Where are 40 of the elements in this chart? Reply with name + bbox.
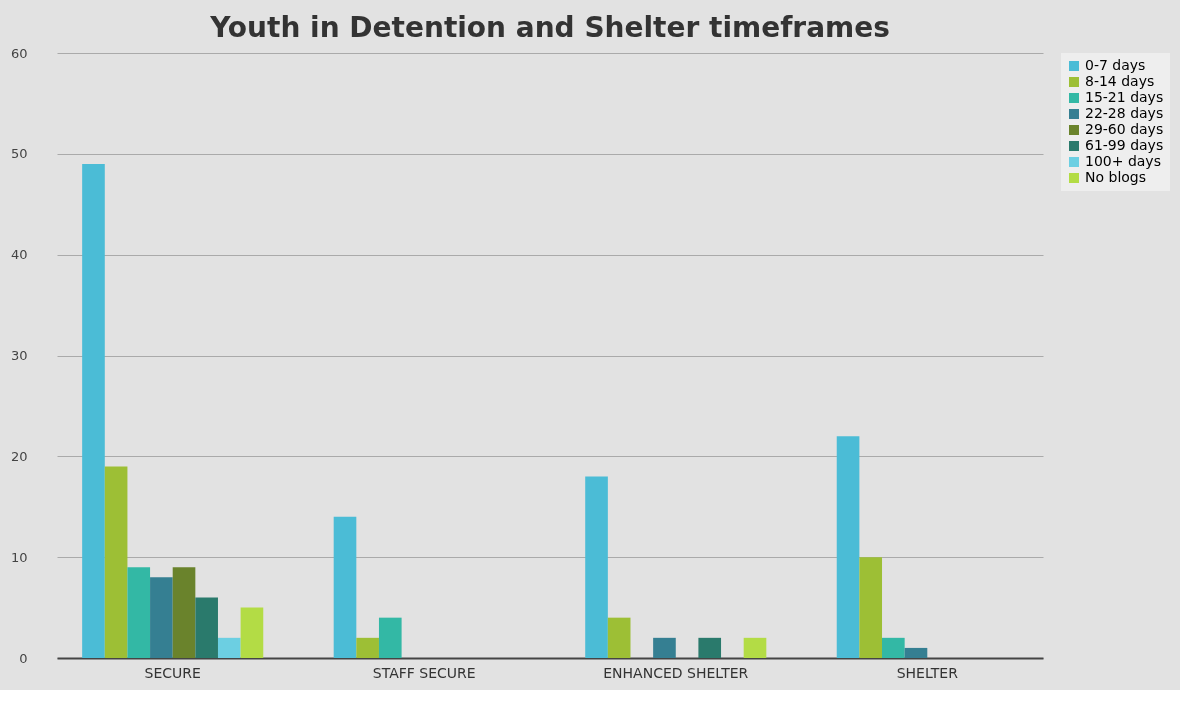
legend-label: 0-7 days bbox=[1085, 57, 1146, 73]
bar bbox=[859, 557, 883, 658]
legend-label: 22-28 days bbox=[1085, 105, 1164, 121]
bar bbox=[127, 567, 151, 658]
bar bbox=[378, 617, 402, 658]
bar bbox=[882, 637, 905, 658]
legend-label: 61-99 days bbox=[1085, 137, 1164, 153]
x-tick-label: SECURE bbox=[144, 664, 201, 681]
legend-label: 8-14 days bbox=[1085, 73, 1155, 89]
bar bbox=[172, 567, 196, 658]
bar bbox=[195, 597, 218, 658]
y-tick-label: 60 bbox=[10, 45, 28, 61]
bar bbox=[104, 466, 128, 658]
x-tick-label: ENHANCED SHELTER bbox=[603, 664, 749, 681]
bar bbox=[356, 637, 379, 658]
x-tick-label: SHELTER bbox=[896, 664, 959, 681]
y-tick-label: 40 bbox=[10, 247, 28, 263]
bar bbox=[150, 577, 173, 658]
bar bbox=[607, 617, 631, 658]
legend-label: 15-21 days bbox=[1085, 89, 1164, 105]
bar bbox=[585, 476, 608, 658]
y-tick-label: 10 bbox=[10, 549, 28, 565]
bar bbox=[82, 163, 105, 658]
chart-title: Youth in Detention and Shelter timeframes bbox=[209, 11, 890, 44]
bar bbox=[904, 647, 928, 658]
y-tick-label: 0 bbox=[19, 650, 28, 666]
y-tick-label: 50 bbox=[10, 146, 28, 162]
legend-label: 100+ days bbox=[1085, 153, 1161, 169]
legend-label: 29-60 days bbox=[1085, 121, 1164, 137]
x-tick-label: STAFF SECURE bbox=[372, 664, 476, 681]
bar bbox=[836, 436, 860, 658]
y-tick-label: 30 bbox=[10, 348, 28, 363]
bar bbox=[217, 637, 241, 658]
bar bbox=[653, 637, 676, 658]
bar bbox=[333, 516, 357, 658]
legend-label: No blogs bbox=[1085, 169, 1147, 185]
y-tick-label: 20 bbox=[10, 448, 28, 464]
bar bbox=[743, 637, 767, 658]
bar bbox=[698, 637, 722, 658]
bar bbox=[240, 607, 264, 658]
